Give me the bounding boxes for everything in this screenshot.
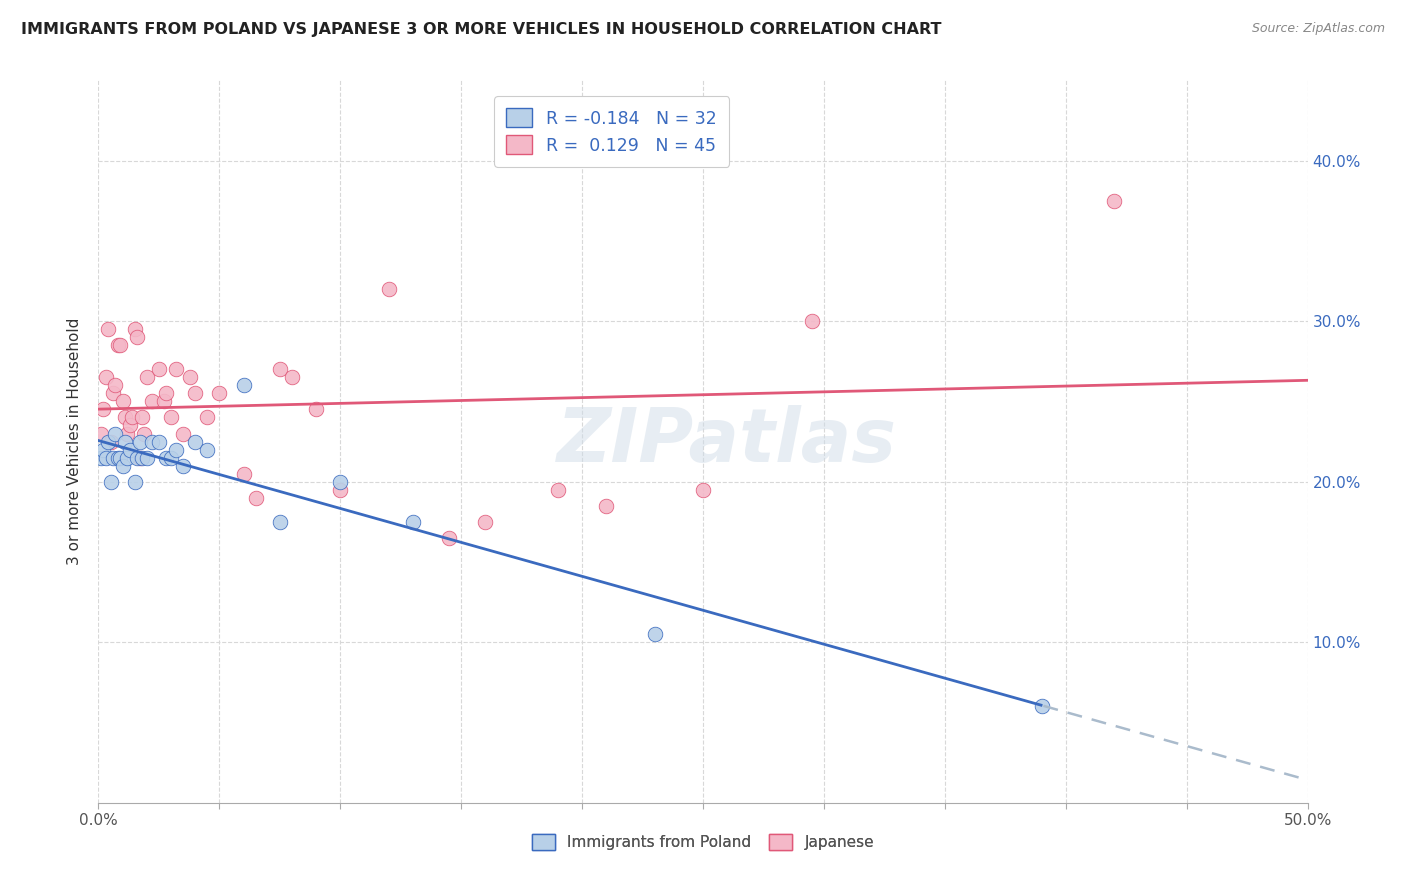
Point bbox=[165, 442, 187, 457]
Point bbox=[184, 434, 207, 449]
Point bbox=[124, 475, 146, 489]
Point bbox=[135, 370, 157, 384]
Point bbox=[172, 426, 194, 441]
Point bbox=[165, 362, 187, 376]
Point bbox=[152, 394, 174, 409]
Point bbox=[547, 483, 569, 497]
Point bbox=[269, 362, 291, 376]
Point bbox=[281, 370, 304, 384]
Point bbox=[402, 515, 425, 529]
Point bbox=[108, 338, 131, 352]
Point bbox=[128, 434, 150, 449]
Point bbox=[104, 378, 127, 392]
Point bbox=[474, 515, 496, 529]
Point bbox=[595, 499, 617, 513]
Text: Source: ZipAtlas.com: Source: ZipAtlas.com bbox=[1251, 22, 1385, 36]
Point bbox=[97, 434, 120, 449]
Point bbox=[94, 450, 117, 465]
Point bbox=[107, 450, 129, 465]
Point bbox=[160, 450, 183, 465]
Point bbox=[127, 450, 149, 465]
Point bbox=[131, 410, 153, 425]
Point bbox=[155, 450, 177, 465]
Point bbox=[135, 450, 157, 465]
Point bbox=[172, 458, 194, 473]
Point bbox=[131, 450, 153, 465]
Point bbox=[329, 483, 352, 497]
Point bbox=[107, 338, 129, 352]
Text: IMMIGRANTS FROM POLAND VS JAPANESE 3 OR MORE VEHICLES IN HOUSEHOLD CORRELATION C: IMMIGRANTS FROM POLAND VS JAPANESE 3 OR … bbox=[21, 22, 942, 37]
Point bbox=[195, 442, 218, 457]
Point bbox=[117, 450, 139, 465]
Point bbox=[245, 491, 267, 505]
Point bbox=[692, 483, 714, 497]
Point bbox=[127, 330, 149, 344]
Point bbox=[232, 467, 254, 481]
Point bbox=[128, 450, 150, 465]
Point bbox=[111, 458, 134, 473]
Point bbox=[104, 426, 127, 441]
Point bbox=[100, 434, 122, 449]
Point bbox=[148, 434, 170, 449]
Point bbox=[90, 426, 112, 441]
Point bbox=[121, 410, 143, 425]
Point bbox=[90, 450, 112, 465]
Point bbox=[232, 378, 254, 392]
Point bbox=[305, 402, 328, 417]
Point bbox=[118, 418, 141, 433]
Point bbox=[94, 370, 117, 384]
Point bbox=[208, 386, 231, 401]
Point bbox=[108, 450, 131, 465]
Point bbox=[269, 515, 291, 529]
Point bbox=[800, 314, 823, 328]
Point bbox=[91, 402, 114, 417]
Point bbox=[1102, 194, 1125, 208]
Point bbox=[134, 426, 156, 441]
Point bbox=[329, 475, 352, 489]
Point bbox=[114, 434, 136, 449]
Point bbox=[148, 362, 170, 376]
Point bbox=[111, 394, 134, 409]
Point bbox=[184, 386, 207, 401]
Point bbox=[101, 450, 124, 465]
Point bbox=[377, 282, 399, 296]
Point bbox=[155, 386, 177, 401]
Point bbox=[118, 442, 141, 457]
Point bbox=[644, 627, 666, 641]
Point bbox=[1031, 699, 1053, 714]
Y-axis label: 3 or more Vehicles in Household: 3 or more Vehicles in Household bbox=[67, 318, 83, 566]
Point bbox=[101, 386, 124, 401]
Point bbox=[437, 531, 460, 545]
Point bbox=[179, 370, 201, 384]
Point bbox=[124, 322, 146, 336]
Point bbox=[141, 394, 163, 409]
Point bbox=[195, 410, 218, 425]
Point bbox=[91, 442, 114, 457]
Point bbox=[141, 434, 163, 449]
Point bbox=[97, 322, 120, 336]
Legend: Immigrants from Poland, Japanese: Immigrants from Poland, Japanese bbox=[526, 828, 880, 856]
Text: ZIPatlas: ZIPatlas bbox=[557, 405, 897, 478]
Point bbox=[114, 410, 136, 425]
Point bbox=[117, 426, 139, 441]
Point bbox=[160, 410, 183, 425]
Point bbox=[100, 475, 122, 489]
